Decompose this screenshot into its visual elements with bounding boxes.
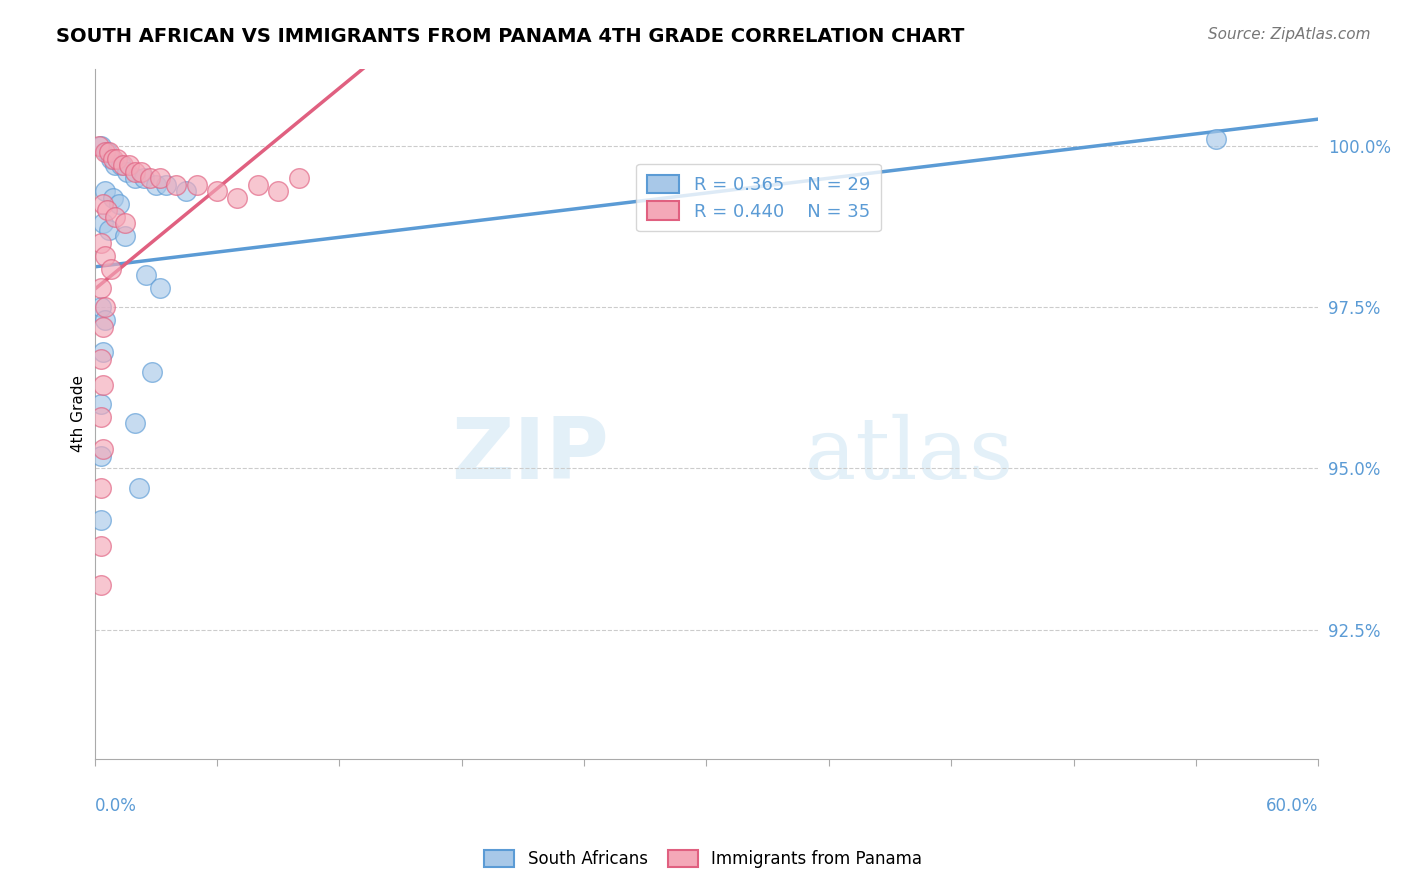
Point	[267, 184, 290, 198]
Point	[97, 145, 120, 160]
Point	[176, 184, 198, 198]
Point	[90, 539, 112, 553]
Point	[105, 152, 128, 166]
Point	[124, 171, 146, 186]
Point	[90, 409, 112, 424]
Point	[287, 171, 309, 186]
Text: atlas: atlas	[804, 414, 1014, 497]
Point	[91, 345, 114, 359]
Point	[101, 152, 124, 166]
Point	[91, 197, 114, 211]
Point	[149, 281, 172, 295]
Point	[226, 190, 249, 204]
Point	[131, 165, 153, 179]
Point	[128, 481, 150, 495]
Point	[114, 216, 136, 230]
Point	[138, 171, 160, 186]
Point	[101, 190, 124, 204]
Point	[165, 178, 187, 192]
Point	[87, 139, 110, 153]
Point	[205, 184, 228, 198]
Point	[90, 351, 112, 366]
Point	[145, 178, 167, 192]
Point	[112, 158, 135, 172]
Point	[90, 577, 112, 591]
Text: SOUTH AFRICAN VS IMMIGRANTS FROM PANAMA 4TH GRADE CORRELATION CHART: SOUTH AFRICAN VS IMMIGRANTS FROM PANAMA …	[56, 27, 965, 45]
Point	[90, 513, 112, 527]
Point	[94, 145, 117, 160]
Point	[90, 397, 112, 411]
Point	[90, 300, 112, 314]
Point	[114, 229, 136, 244]
Point	[94, 184, 117, 198]
Point	[110, 158, 132, 172]
Point	[90, 449, 112, 463]
Point	[90, 481, 112, 495]
Legend: South Africans, Immigrants from Panama: South Africans, Immigrants from Panama	[478, 843, 928, 875]
Point	[115, 165, 138, 179]
Text: Source: ZipAtlas.com: Source: ZipAtlas.com	[1208, 27, 1371, 42]
Point	[90, 139, 112, 153]
Legend: R = 0.365    N = 29, R = 0.440    N = 35: R = 0.365 N = 29, R = 0.440 N = 35	[636, 164, 882, 231]
Point	[96, 145, 118, 160]
Point	[149, 171, 172, 186]
Point	[100, 152, 122, 166]
Y-axis label: 4th Grade: 4th Grade	[72, 376, 86, 452]
Point	[94, 249, 117, 263]
Point	[186, 178, 208, 192]
Point	[97, 223, 120, 237]
Point	[94, 300, 117, 314]
Point	[94, 313, 117, 327]
Point	[91, 216, 114, 230]
Text: 0.0%: 0.0%	[94, 797, 136, 814]
Point	[90, 281, 112, 295]
Point	[91, 377, 114, 392]
Point	[91, 319, 114, 334]
Point	[246, 178, 269, 192]
Point	[104, 158, 127, 172]
Text: ZIP: ZIP	[451, 414, 609, 497]
Point	[135, 268, 157, 282]
Point	[155, 178, 177, 192]
Point	[104, 210, 127, 224]
Point	[96, 203, 118, 218]
Text: 60.0%: 60.0%	[1265, 797, 1319, 814]
Point	[124, 417, 146, 431]
Point	[132, 171, 155, 186]
Point	[141, 365, 163, 379]
Point	[118, 158, 141, 172]
Point	[90, 235, 112, 250]
Point	[100, 261, 122, 276]
Point	[124, 165, 146, 179]
Point	[1205, 132, 1227, 146]
Point	[91, 442, 114, 457]
Point	[108, 197, 131, 211]
